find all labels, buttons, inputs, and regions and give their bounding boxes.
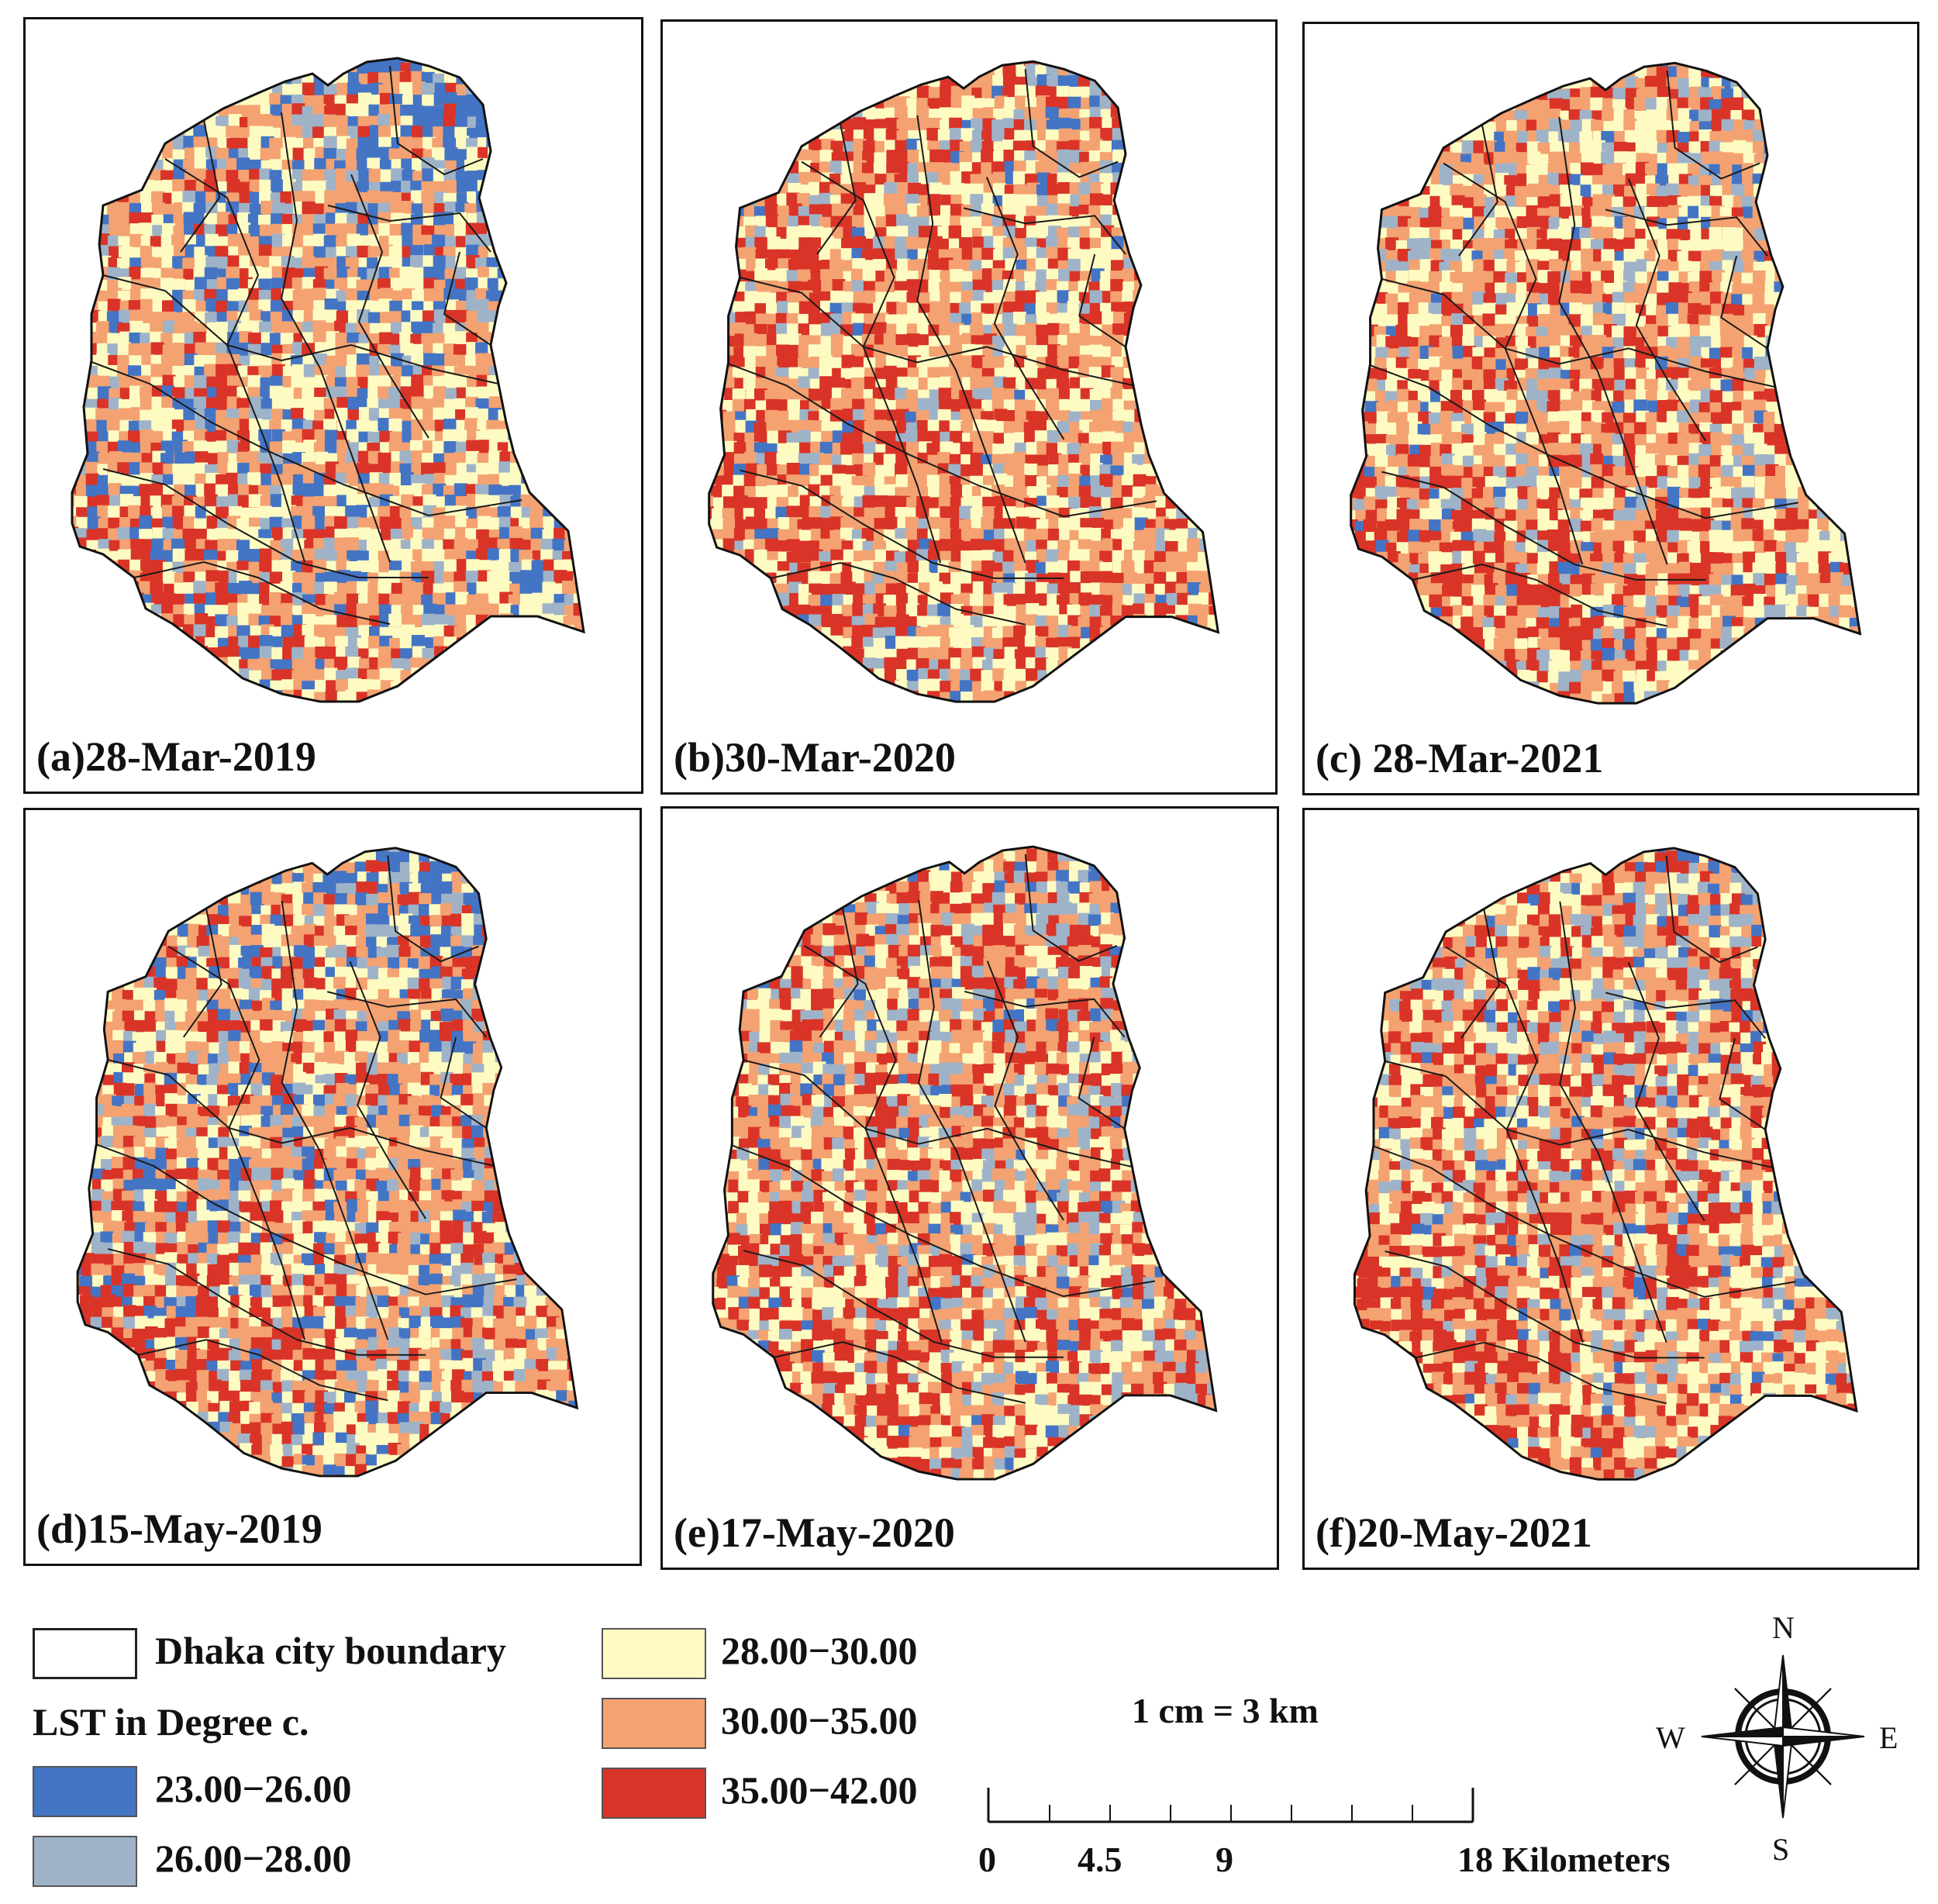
- scale-tick-0: 0: [978, 1840, 996, 1879]
- map-panel-d: (d)15-May-2019: [23, 808, 642, 1566]
- compass-n: N: [1772, 1610, 1795, 1645]
- legend-swatch-35-42: [602, 1768, 706, 1819]
- panel-label: (b)30-Mar-2020: [674, 734, 956, 781]
- lst-map: [1350, 61, 1862, 705]
- ward-boundaries: [1366, 71, 1798, 627]
- panel-label: (e)17-May-2020: [674, 1509, 955, 1556]
- scale-ratio: 1 cm = 3 km: [1132, 1691, 1319, 1730]
- panel-label: (d)15-May-2019: [36, 1506, 322, 1552]
- legend-label-26-28: 26.00−28.00: [155, 1837, 352, 1880]
- panel-label: (a)28-Mar-2019: [36, 733, 316, 780]
- compass-s: S: [1772, 1832, 1790, 1867]
- map-panel-e: (e)17-May-2020: [660, 806, 1279, 1570]
- city-boundary: [76, 847, 579, 1478]
- legend-label-30-35: 30.00−35.00: [721, 1699, 918, 1742]
- city-boundary: [708, 60, 1220, 703]
- ward-boundaries: [728, 854, 1156, 1404]
- scale-tick-4-5: 4.5: [1078, 1840, 1122, 1879]
- legend-swatch-26-28: [33, 1836, 137, 1887]
- compass-w: W: [1656, 1720, 1685, 1755]
- city-boundary: [712, 845, 1218, 1481]
- city-boundary: [71, 57, 585, 703]
- compass-e: E: [1879, 1720, 1898, 1755]
- city-boundary: [1350, 61, 1862, 705]
- lst-raster: [72, 58, 584, 702]
- map-panel-b: (b)30-Mar-2020: [660, 19, 1278, 795]
- scale-tick-18: 18 Kilometers: [1457, 1840, 1671, 1879]
- legend-label-35-42: 35.00−42.00: [721, 1768, 918, 1812]
- legend-label-23-26: 23.00−26.00: [155, 1767, 352, 1810]
- lst-map: [71, 57, 585, 703]
- boundary-swatch: [33, 1628, 137, 1679]
- legend-swatch-28-30: [602, 1628, 706, 1679]
- lst-raster: [712, 847, 1216, 1480]
- panel-label: (c) 28-Mar-2021: [1316, 735, 1604, 781]
- city-boundary: [1353, 847, 1858, 1481]
- scale-tick-9: 9: [1216, 1840, 1233, 1879]
- ward-boundaries: [1369, 855, 1796, 1405]
- lst-raster: [1354, 848, 1857, 1480]
- panel-label: (f)20-May-2021: [1316, 1509, 1592, 1556]
- map-panel-c: (c) 28-Mar-2021: [1302, 22, 1919, 795]
- ward-boundaries: [724, 69, 1157, 626]
- legend-swatch-23-26: [33, 1766, 137, 1817]
- lst-map: [708, 60, 1220, 703]
- legend-title: LST in Degree c.: [33, 1700, 309, 1744]
- lst-map: [712, 845, 1218, 1481]
- legend-swatch-30-35: [602, 1698, 706, 1749]
- ward-boundaries: [87, 65, 522, 625]
- map-panel-a: (a)28-Mar-2019: [23, 17, 643, 794]
- boundary-label: Dhaka city boundary: [155, 1629, 506, 1672]
- compass-rose-icon: [1701, 1654, 1865, 1819]
- lst-map: [1353, 847, 1858, 1481]
- ward-boundaries: [92, 855, 517, 1402]
- lst-raster: [1350, 63, 1860, 704]
- lst-raster: [78, 847, 578, 1476]
- scale-bar: [987, 1788, 1474, 1823]
- lst-raster: [709, 61, 1219, 702]
- legend-label-28-30: 28.00−30.00: [721, 1629, 918, 1672]
- map-panel-f: (f)20-May-2021: [1302, 808, 1919, 1570]
- lst-map: [76, 847, 579, 1478]
